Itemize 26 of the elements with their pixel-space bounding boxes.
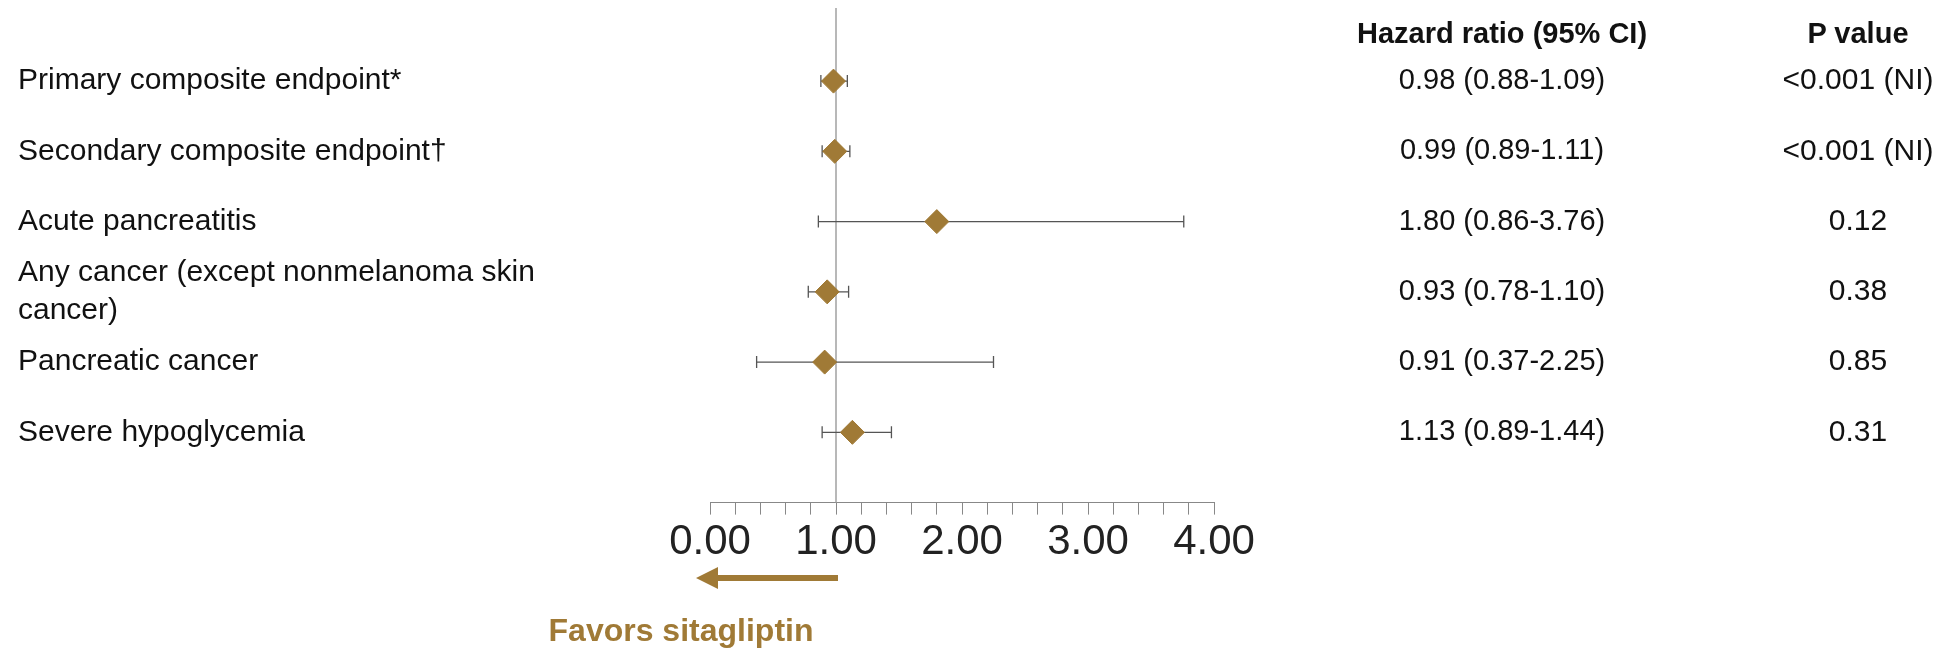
data-label: 0.93 (0.78-1.10) [1398,273,1606,306]
y-tick-label: Severe hypoglycemia [18,413,306,447]
text: 0.38 [1828,273,1888,307]
x-tick-label: 0.00 [669,516,751,564]
text: <0.001 (NI) [1782,132,1934,166]
text: 0.31 [1828,413,1888,447]
y-tick-label: Pancreatic cancer [18,343,259,377]
data-label: 0.98 (0.88-1.09) [1398,63,1606,96]
y-tick-label: Primary composite endpoint* [18,62,402,96]
x-tick-label: 1.00 [795,516,877,564]
text: Favors sitagliptin [548,611,814,648]
y-tick-label: Secondary composite endpoint† [18,132,447,166]
y-tick-label: Acute pancreatitis [18,202,257,236]
data-label: 0.99 (0.89-1.11) [1399,133,1605,166]
data-label: 1.80 (0.86-3.76) [1398,203,1606,236]
text: <0.001 (NI) [1782,62,1934,96]
data-label: 1.13 (0.89-1.44) [1398,414,1606,447]
text: Hazard ratio (95% CI) [1356,17,1648,49]
text: P value [1807,17,1909,49]
x-tick-label: 4.00 [1173,516,1255,564]
text: 0.85 [1828,343,1888,377]
data-label: 0.91 (0.37-2.25) [1398,344,1606,377]
x-tick-label: 3.00 [1047,516,1129,564]
x-tick-label: 2.00 [921,516,1003,564]
y-tick-label: Any cancer (except nonmelanoma skin cancer) [18,254,535,326]
text: 0.12 [1828,202,1888,236]
